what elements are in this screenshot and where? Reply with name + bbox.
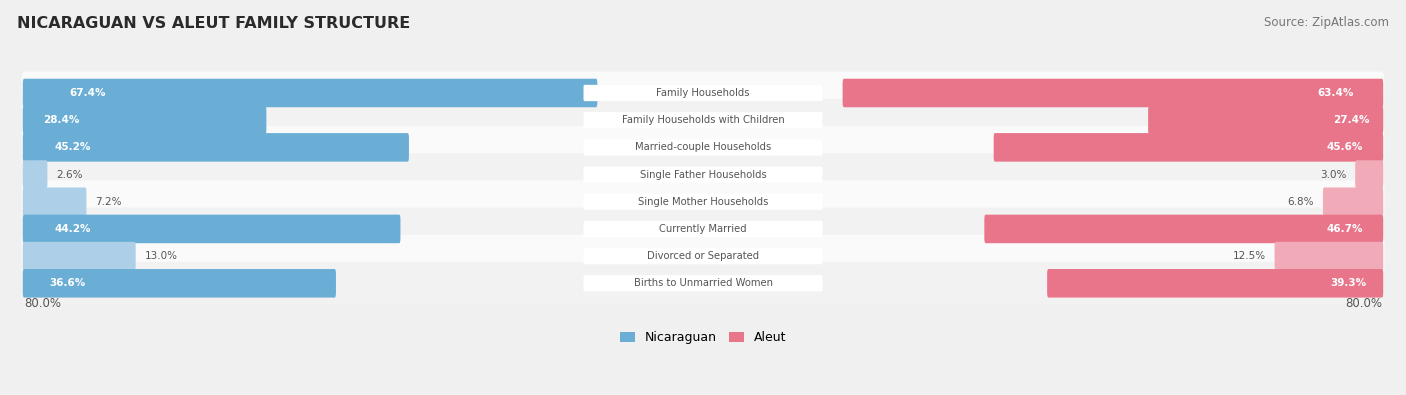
Text: 3.0%: 3.0% — [1320, 169, 1347, 180]
Legend: Nicaraguan, Aleut: Nicaraguan, Aleut — [616, 327, 790, 348]
Text: 80.0%: 80.0% — [24, 297, 60, 310]
Text: Currently Married: Currently Married — [659, 224, 747, 234]
Text: 28.4%: 28.4% — [44, 115, 80, 125]
FancyBboxPatch shape — [583, 112, 823, 128]
FancyBboxPatch shape — [1323, 188, 1384, 216]
Text: 6.8%: 6.8% — [1288, 197, 1315, 207]
FancyBboxPatch shape — [22, 214, 401, 243]
FancyBboxPatch shape — [1275, 242, 1384, 271]
FancyBboxPatch shape — [22, 106, 266, 134]
Text: 45.6%: 45.6% — [1326, 142, 1362, 152]
FancyBboxPatch shape — [583, 248, 823, 264]
Text: 2.6%: 2.6% — [56, 169, 83, 180]
FancyBboxPatch shape — [22, 160, 48, 189]
Text: Married-couple Households: Married-couple Households — [636, 142, 770, 152]
FancyBboxPatch shape — [583, 166, 823, 183]
FancyBboxPatch shape — [22, 79, 598, 107]
FancyBboxPatch shape — [583, 194, 823, 210]
FancyBboxPatch shape — [22, 269, 336, 297]
Text: 45.2%: 45.2% — [55, 142, 91, 152]
FancyBboxPatch shape — [21, 262, 1385, 305]
Text: 46.7%: 46.7% — [1327, 224, 1364, 234]
Text: Family Households with Children: Family Households with Children — [621, 115, 785, 125]
FancyBboxPatch shape — [984, 214, 1384, 243]
Text: 44.2%: 44.2% — [53, 224, 90, 234]
Text: NICARAGUAN VS ALEUT FAMILY STRUCTURE: NICARAGUAN VS ALEUT FAMILY STRUCTURE — [17, 16, 411, 31]
FancyBboxPatch shape — [21, 126, 1385, 169]
FancyBboxPatch shape — [583, 221, 823, 237]
FancyBboxPatch shape — [21, 153, 1385, 196]
Text: 36.6%: 36.6% — [49, 278, 86, 288]
Text: Single Father Households: Single Father Households — [640, 169, 766, 180]
FancyBboxPatch shape — [583, 139, 823, 156]
FancyBboxPatch shape — [1149, 106, 1384, 134]
Text: 13.0%: 13.0% — [145, 251, 177, 261]
Text: 27.4%: 27.4% — [1333, 115, 1369, 125]
FancyBboxPatch shape — [22, 188, 86, 216]
FancyBboxPatch shape — [1047, 269, 1384, 297]
FancyBboxPatch shape — [21, 207, 1385, 250]
FancyBboxPatch shape — [1355, 160, 1384, 189]
FancyBboxPatch shape — [21, 181, 1385, 223]
FancyBboxPatch shape — [583, 85, 823, 101]
Text: 12.5%: 12.5% — [1233, 251, 1265, 261]
FancyBboxPatch shape — [21, 235, 1385, 278]
Text: Source: ZipAtlas.com: Source: ZipAtlas.com — [1264, 16, 1389, 29]
FancyBboxPatch shape — [21, 71, 1385, 115]
FancyBboxPatch shape — [842, 79, 1384, 107]
Text: 80.0%: 80.0% — [1346, 297, 1382, 310]
Text: Births to Unmarried Women: Births to Unmarried Women — [634, 278, 772, 288]
Text: 67.4%: 67.4% — [70, 88, 107, 98]
Text: Family Households: Family Households — [657, 88, 749, 98]
FancyBboxPatch shape — [994, 133, 1384, 162]
FancyBboxPatch shape — [22, 133, 409, 162]
Text: Single Mother Households: Single Mother Households — [638, 197, 768, 207]
Text: 7.2%: 7.2% — [96, 197, 122, 207]
Text: 63.4%: 63.4% — [1317, 88, 1354, 98]
FancyBboxPatch shape — [22, 242, 135, 271]
FancyBboxPatch shape — [21, 99, 1385, 141]
FancyBboxPatch shape — [583, 275, 823, 292]
Text: Divorced or Separated: Divorced or Separated — [647, 251, 759, 261]
Text: 39.3%: 39.3% — [1330, 278, 1367, 288]
